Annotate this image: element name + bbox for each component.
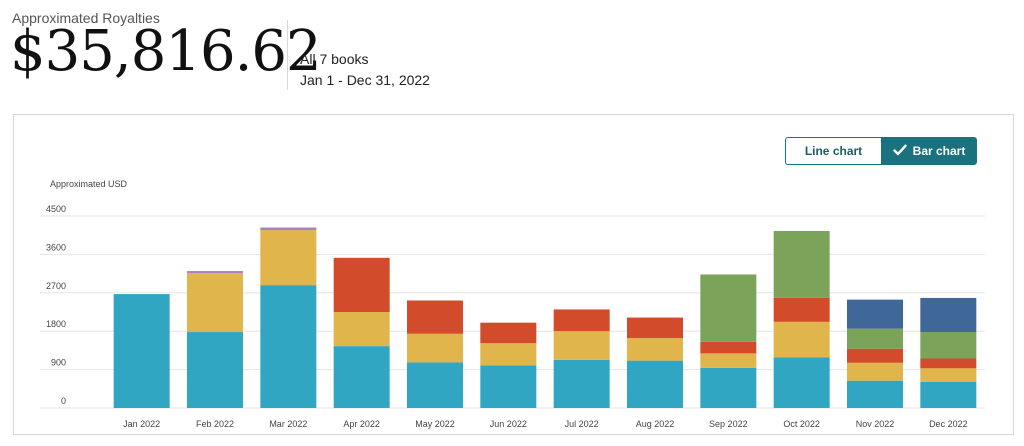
royalties-label: Approximated Royalties: [12, 10, 160, 26]
y-tick-label: 4500: [46, 204, 66, 214]
bar-segment[interactable]: [773, 297, 830, 322]
bar-segment[interactable]: [113, 294, 170, 408]
bar-segment[interactable]: [333, 257, 390, 312]
bar-segment[interactable]: [627, 317, 683, 339]
bar-segment[interactable]: [260, 227, 317, 231]
bar-segment[interactable]: [187, 332, 243, 408]
royalties-total: $35,816.62: [10, 19, 322, 84]
x-tick-label: Sep 2022: [709, 419, 748, 429]
x-tick-label: Aug 2022: [636, 419, 675, 429]
bar-segment[interactable]: [407, 300, 463, 334]
bar-segment[interactable]: [773, 321, 830, 358]
bar-segment[interactable]: [480, 322, 537, 344]
bar-segment[interactable]: [700, 353, 757, 368]
bar-segment[interactable]: [920, 297, 977, 333]
bar-segment[interactable]: [700, 274, 757, 342]
bar-segment[interactable]: [920, 381, 977, 408]
chart-type-toggle: Line chart Bar chart: [785, 137, 977, 165]
header-divider: [287, 20, 288, 90]
y-tick-label: 0: [61, 396, 66, 406]
bar-segment[interactable]: [407, 333, 463, 363]
bar-segment[interactable]: [847, 348, 903, 363]
bar-segment[interactable]: [847, 299, 903, 329]
bar-segment[interactable]: [920, 368, 977, 382]
bar-segment[interactable]: [553, 331, 610, 360]
x-tick-label: Mar 2022: [269, 419, 307, 429]
bar-segment[interactable]: [260, 230, 317, 286]
bar-segment[interactable]: [260, 285, 317, 408]
bar-segment[interactable]: [847, 380, 903, 408]
y-tick-label: 1800: [46, 319, 66, 329]
x-tick-label: Jun 2022: [490, 419, 527, 429]
line-chart-button[interactable]: Line chart: [785, 137, 881, 165]
y-tick-label: 2700: [46, 281, 66, 291]
bar-chart-button[interactable]: Bar chart: [881, 137, 977, 165]
bar-segment[interactable]: [700, 341, 757, 354]
bar-segment[interactable]: [627, 360, 683, 408]
bar-segment[interactable]: [700, 367, 757, 408]
bar-segment[interactable]: [480, 343, 537, 366]
bar-segment[interactable]: [187, 271, 243, 274]
bar-segment[interactable]: [553, 309, 610, 332]
x-tick-label: May 2022: [415, 419, 455, 429]
x-tick-label: Jul 2022: [565, 419, 599, 429]
bar-segment[interactable]: [480, 365, 537, 408]
y-tick-label: 900: [51, 358, 66, 368]
bar-segment[interactable]: [333, 346, 390, 408]
bar-segment[interactable]: [847, 328, 903, 349]
x-tick-label: Oct 2022: [783, 419, 820, 429]
bar-segment[interactable]: [920, 358, 977, 369]
bar-segment[interactable]: [773, 357, 830, 408]
bar-segment[interactable]: [627, 338, 683, 361]
line-chart-label: Line chart: [804, 144, 863, 158]
bar-segment[interactable]: [920, 332, 977, 359]
check-icon: [892, 144, 907, 159]
x-tick-label: Dec 2022: [929, 419, 968, 429]
x-tick-label: Apr 2022: [343, 419, 380, 429]
y-axis-label: Approximated USD: [50, 179, 128, 189]
x-tick-label: Jan 2022: [123, 419, 160, 429]
bar-segment[interactable]: [187, 273, 243, 333]
bar-segment[interactable]: [773, 230, 830, 298]
x-tick-label: Nov 2022: [856, 419, 895, 429]
date-range: Jan 1 - Dec 31, 2022: [300, 72, 430, 88]
bar-chart-label: Bar chart: [912, 144, 966, 158]
bar-segment[interactable]: [553, 359, 610, 408]
bar-segment[interactable]: [847, 362, 903, 381]
book-scope: All 7 books: [300, 51, 369, 67]
bar-segment[interactable]: [407, 362, 463, 408]
x-tick-label: Feb 2022: [196, 419, 234, 429]
bar-segment[interactable]: [333, 312, 390, 347]
y-tick-label: 3600: [46, 242, 66, 252]
